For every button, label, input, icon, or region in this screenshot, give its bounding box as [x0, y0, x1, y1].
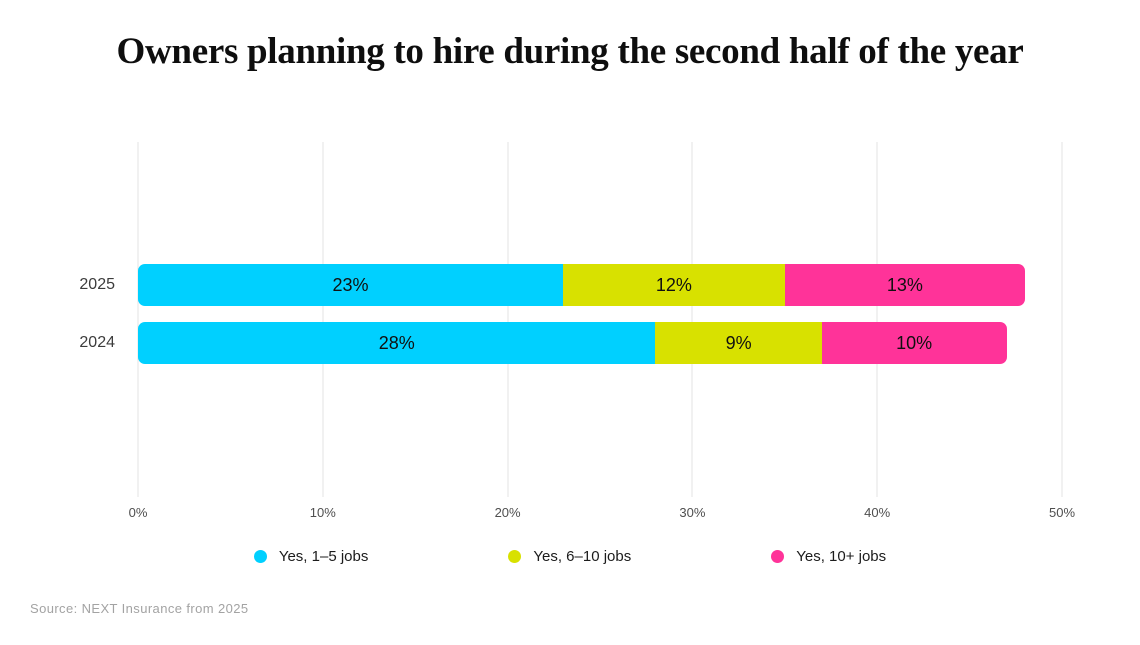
gridline — [1061, 142, 1063, 497]
gridline — [507, 142, 509, 497]
bar-value-label: 12% — [655, 274, 692, 295]
x-tick-label: 30% — [679, 505, 706, 520]
bar-segment: 10% — [821, 322, 1007, 364]
bar-segment: 9% — [655, 322, 822, 364]
chart-page: Owners planning to hire during the secon… — [0, 0, 1140, 616]
bar-row-2025: 2025 23% 12% 13% — [79, 264, 1062, 306]
bar-value-label: 9% — [725, 332, 752, 353]
chart-title: Owners planning to hire during the secon… — [116, 31, 1024, 72]
bar-segment: 23% — [138, 264, 564, 306]
gridline — [137, 142, 139, 497]
bar-segment: 13% — [784, 264, 1026, 306]
x-tick-label: 0% — [128, 505, 148, 520]
legend-label: Yes, 1–5 jobs — [278, 548, 369, 565]
bar-value-label: 10% — [896, 332, 933, 353]
x-tick-label: 20% — [494, 505, 521, 520]
legend-label: Yes, 6–10 jobs — [533, 548, 632, 565]
legend-label: Yes, 10+ jobs — [796, 548, 887, 565]
legend: Yes, 1–5 jobs Yes, 6–10 jobs Yes, 10+ jobs — [0, 548, 1140, 565]
bar-segment: 12% — [563, 264, 785, 306]
category-label: 2025 — [79, 276, 115, 293]
bar-value-label: 23% — [332, 274, 369, 295]
bar-value-label: 13% — [886, 274, 923, 295]
gridline — [876, 142, 878, 497]
x-tick-label: 50% — [1048, 505, 1076, 520]
legend-item: Yes, 10+ jobs — [771, 548, 886, 565]
legend-dot-icon — [771, 550, 785, 563]
plot-area: 0% 10% 20% 30% 40% 50% 2025 23% 12% 13% 2024 28% 9% 1… — [79, 142, 1075, 520]
category-label: 2024 — [79, 334, 115, 351]
legend-item: Yes, 1–5 jobs — [253, 548, 369, 565]
x-tick-label: 10% — [309, 505, 336, 520]
bar-row-2024: 2024 28% 9% 10% — [79, 322, 1062, 364]
gridline — [322, 142, 324, 497]
legend-dot-icon — [253, 550, 267, 563]
gridline — [691, 142, 693, 497]
x-tick-label: 40% — [864, 505, 891, 520]
bar-segment: 28% — [138, 322, 656, 364]
bar-value-label: 28% — [378, 332, 415, 353]
source-note: Source: NEXT Insurance from 2025 — [30, 601, 249, 616]
legend-item: Yes, 6–10 jobs — [508, 548, 631, 565]
legend-dot-icon — [508, 550, 522, 563]
